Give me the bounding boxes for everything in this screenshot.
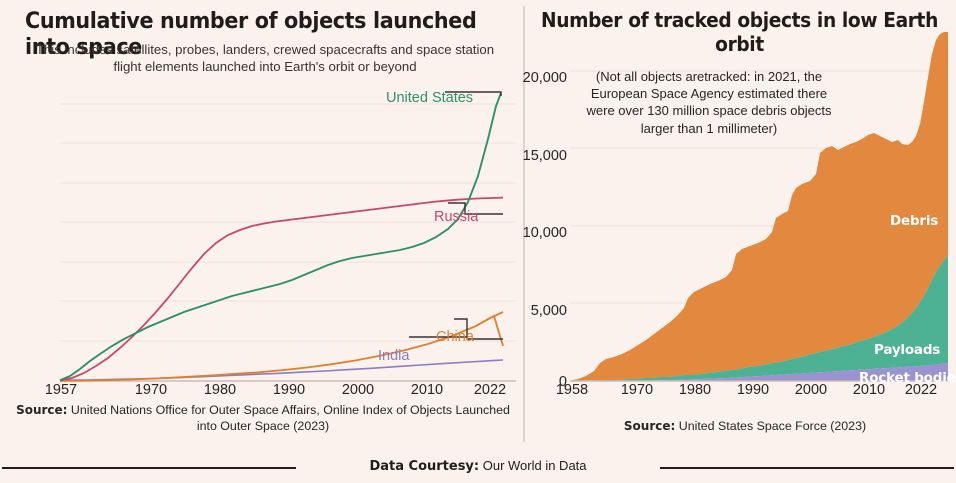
right-source-prefix: Source: bbox=[623, 419, 676, 433]
left-chart-subtitle: This includes satellites, probes, lander… bbox=[35, 42, 495, 74]
right-chart-annotation: (Not all objects aretracked: in 2021, th… bbox=[586, 69, 832, 136]
x-tick-label: 2022 bbox=[473, 382, 507, 398]
panel-divider bbox=[523, 6, 525, 442]
left-line-plot bbox=[59, 84, 516, 382]
y-tick-label: 5,000 bbox=[530, 303, 567, 319]
series-label-united-states: United States bbox=[386, 90, 474, 106]
right-source-text: United States Space Force (2023) bbox=[675, 419, 867, 433]
x-tick-label: 1990 bbox=[272, 382, 306, 398]
footer-rule-right bbox=[660, 467, 954, 469]
series-line-china-tail bbox=[475, 311, 504, 327]
y-tick-label: 15,000 bbox=[522, 148, 567, 164]
series-label-china: China bbox=[436, 329, 474, 345]
x-tick-label: 1980 bbox=[678, 382, 712, 398]
x-tick-label: 2000 bbox=[341, 382, 375, 398]
x-tick-label: 2010 bbox=[410, 382, 444, 398]
left-source-text: United Nations Office for Outer Space Af… bbox=[67, 403, 510, 433]
y-tick-label: 0 bbox=[558, 374, 567, 390]
leader-lines bbox=[409, 91, 503, 340]
area-label-payloads: Payloads bbox=[874, 342, 941, 358]
footer-value: Our World in Data bbox=[479, 458, 587, 473]
right-chart-title: Number of tracked objects in low Earth o… bbox=[541, 8, 938, 56]
left-source-prefix: Source: bbox=[16, 403, 68, 417]
x-tick-label: 1970 bbox=[620, 382, 654, 398]
x-tick-label: 2022 bbox=[904, 382, 938, 398]
footer-bar: Data Courtesy: Our World in Data bbox=[0, 452, 956, 483]
x-tick-label: 1980 bbox=[203, 382, 237, 398]
right-chart-panel: Number of tracked objects in low Earth o… bbox=[523, 0, 956, 448]
area-label-rocket-bodies: Rocket bodies bbox=[859, 370, 956, 386]
footer-rule-left bbox=[2, 467, 296, 469]
series-line-united-states bbox=[59, 92, 502, 382]
x-tick-label: 2000 bbox=[794, 382, 828, 398]
series-area-payloads bbox=[570, 255, 948, 381]
x-tick-label: 1957 bbox=[44, 382, 78, 398]
x-tick-label: 1970 bbox=[134, 382, 168, 398]
left-chart-panel: Cumulative number of objects launched in… bbox=[8, 8, 518, 434]
series-line-russia bbox=[59, 196, 504, 382]
x-tick-label: 1958 bbox=[555, 382, 589, 398]
footer-prefix: Data Courtesy: bbox=[369, 459, 480, 474]
series-line-china bbox=[59, 314, 504, 382]
left-source-note: Source: United Nations Office for Outer … bbox=[8, 402, 518, 434]
data-courtesy-note: Data Courtesy: Our World in Data bbox=[0, 458, 956, 474]
x-tick-label: 1990 bbox=[736, 382, 770, 398]
series-label-india: India bbox=[378, 348, 410, 364]
series-label-russia: Russia bbox=[434, 209, 479, 225]
right-source-note: Source: United States Space Force (2023) bbox=[540, 418, 950, 434]
left-chart-title: Cumulative number of objects launched in… bbox=[25, 8, 477, 60]
series-area-rocket-bodies bbox=[570, 363, 948, 381]
area-label-debris: Debris bbox=[890, 213, 939, 229]
x-tick-label: 2010 bbox=[852, 382, 886, 398]
series-area-debris bbox=[570, 32, 948, 381]
y-tick-label: 10,000 bbox=[522, 225, 567, 241]
right-area-plot bbox=[570, 32, 948, 382]
y-tick-label: 20,000 bbox=[522, 70, 567, 86]
